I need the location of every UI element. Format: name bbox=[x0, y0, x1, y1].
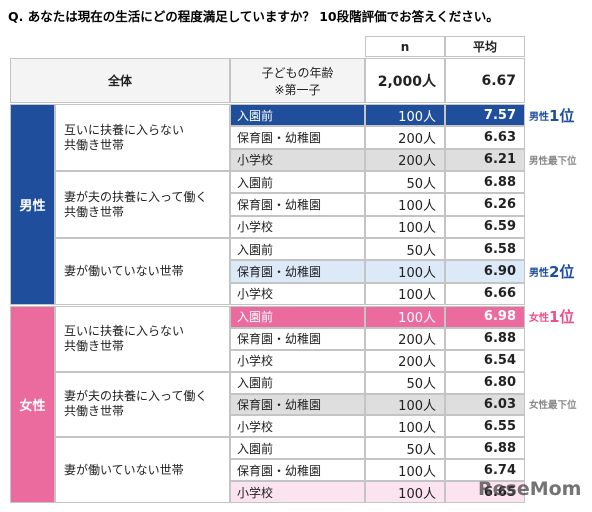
age-cell: 保育園・幼稚園 bbox=[230, 393, 365, 416]
household-cell: 互いに扶養に入らない 共働き世帯 bbox=[55, 104, 230, 171]
overall-age: 子どもの年齢 ※第一子 bbox=[230, 58, 365, 103]
avg-cell: 6.55 bbox=[445, 415, 525, 438]
n-cell: 100人 bbox=[365, 459, 445, 482]
age-cell: 保育園・幼稚園 bbox=[230, 260, 365, 283]
n-cell: 200人 bbox=[365, 126, 445, 149]
household-cell: 妻が夫の扶養に入って働く 共働き世帯 bbox=[55, 171, 230, 238]
age-cell: 保育園・幼稚園 bbox=[230, 327, 365, 350]
note-rank: 2位 bbox=[549, 262, 575, 281]
rank-note: 女性最下位 bbox=[529, 394, 577, 416]
avg-cell: 6.88 bbox=[445, 171, 525, 194]
household-line: 妻が夫の扶養に入って働く bbox=[64, 189, 208, 204]
note-text: 女性 bbox=[529, 313, 549, 325]
avg-cell: 6.90 bbox=[445, 260, 525, 283]
household-line: 共働き世帯 bbox=[64, 137, 125, 152]
n-cell: 200人 bbox=[365, 327, 445, 350]
note-rank: 1位 bbox=[549, 308, 575, 327]
age-line: 子どもの年齢 bbox=[261, 65, 334, 80]
avg-cell: 6.59 bbox=[445, 215, 525, 238]
avg-cell: 6.98 bbox=[445, 306, 525, 328]
age-cell: 入園前 bbox=[230, 238, 365, 261]
n-cell: 50人 bbox=[365, 171, 445, 194]
avg-cell: 6.26 bbox=[445, 193, 525, 216]
n-cell: 100人 bbox=[365, 415, 445, 438]
household-cell: 妻が働いていない世帯 bbox=[55, 437, 230, 503]
n-cell: 100人 bbox=[365, 104, 445, 127]
avg-cell: 6.80 bbox=[445, 371, 525, 394]
household-cell: 妻が夫の扶養に入って働く 共働き世帯 bbox=[55, 371, 230, 438]
household-line: 共働き世帯 bbox=[64, 204, 125, 219]
rank-note: 男性 2位 bbox=[529, 260, 574, 282]
overall-avg: 6.67 bbox=[445, 58, 525, 103]
n-cell: 50人 bbox=[365, 371, 445, 394]
age-cell: 小学校 bbox=[230, 415, 365, 438]
note-rank: 1位 bbox=[549, 106, 575, 125]
age-cell: 小学校 bbox=[230, 481, 365, 503]
note-text: 女性最下位 bbox=[529, 400, 577, 412]
avg-cell: 6.63 bbox=[445, 126, 525, 149]
avg-header: 平均 bbox=[445, 36, 525, 57]
age-cell: 保育園・幼稚園 bbox=[230, 126, 365, 149]
avg-cell: 6.74 bbox=[445, 459, 525, 482]
household-line: 妻が夫の扶養に入って働く bbox=[64, 389, 208, 404]
age-cell: 保育園・幼稚園 bbox=[230, 193, 365, 216]
n-cell: 50人 bbox=[365, 238, 445, 261]
watermark: ReseMom bbox=[478, 478, 582, 500]
title: Q. あなたは現在の生活にどの程度満足していますか？ 10段階評価でお答えくださ… bbox=[8, 9, 499, 24]
n-cell: 200人 bbox=[365, 148, 445, 171]
n-cell: 100人 bbox=[365, 260, 445, 283]
household-cell: 妻が働いていない世帯 bbox=[55, 238, 230, 305]
gender-cell: 男性 bbox=[10, 104, 55, 305]
n-header: n bbox=[365, 36, 445, 57]
avg-cell: 6.58 bbox=[445, 238, 525, 261]
age-cell: 小学校 bbox=[230, 349, 365, 372]
avg-cell: 6.66 bbox=[445, 282, 525, 305]
household-line: 共働き世帯 bbox=[64, 404, 125, 419]
age-cell: 保育園・幼稚園 bbox=[230, 459, 365, 482]
age-cell: 入園前 bbox=[230, 306, 365, 328]
age-cell: 小学校 bbox=[230, 282, 365, 305]
avg-cell: 6.21 bbox=[445, 148, 525, 171]
n-cell: 100人 bbox=[365, 306, 445, 328]
household-line: 妻が働いていない世帯 bbox=[64, 264, 184, 278]
n-cell: 50人 bbox=[365, 437, 445, 460]
avg-cell: 6.54 bbox=[445, 349, 525, 372]
n-cell: 100人 bbox=[365, 282, 445, 305]
age-cell: 小学校 bbox=[230, 148, 365, 171]
age-cell: 入園前 bbox=[230, 371, 365, 394]
age-line: ※第一子 bbox=[274, 82, 321, 97]
n-cell: 200人 bbox=[365, 349, 445, 372]
n-cell: 100人 bbox=[365, 393, 445, 416]
rank-note: 男性最下位 bbox=[529, 149, 577, 171]
n-cell: 100人 bbox=[365, 193, 445, 216]
household-line: 妻が働いていない世帯 bbox=[64, 462, 184, 477]
overall-n: 2,000人 bbox=[365, 58, 445, 103]
household-cell: 互いに扶養に入らない 共働き世帯 bbox=[55, 306, 230, 372]
avg-cell: 6.03 bbox=[445, 393, 525, 416]
age-cell: 入園前 bbox=[230, 104, 365, 127]
rank-note: 女性 1位 bbox=[529, 306, 574, 328]
avg-cell: 7.57 bbox=[445, 104, 525, 127]
n-cell: 100人 bbox=[365, 215, 445, 238]
gender-cell: 女性 bbox=[10, 306, 55, 503]
age-cell: 小学校 bbox=[230, 215, 365, 238]
overall-label: 全体 bbox=[10, 58, 230, 103]
note-text: 男性 bbox=[529, 111, 549, 123]
household-line: 共働き世帯 bbox=[64, 338, 125, 353]
avg-cell: 6.88 bbox=[445, 327, 525, 350]
note-text: 男性最下位 bbox=[529, 155, 577, 167]
avg-cell: 6.88 bbox=[445, 437, 525, 460]
household-line: 互いに扶養に入らない bbox=[64, 122, 185, 137]
age-cell: 入園前 bbox=[230, 437, 365, 460]
n-cell: 100人 bbox=[365, 481, 445, 503]
household-line: 互いに扶養に入らない bbox=[64, 323, 185, 338]
age-cell: 入園前 bbox=[230, 171, 365, 194]
avg-cell: 6.65 bbox=[445, 481, 525, 503]
rank-note: 男性 1位 bbox=[529, 104, 574, 126]
note-text: 男性 bbox=[529, 267, 549, 279]
